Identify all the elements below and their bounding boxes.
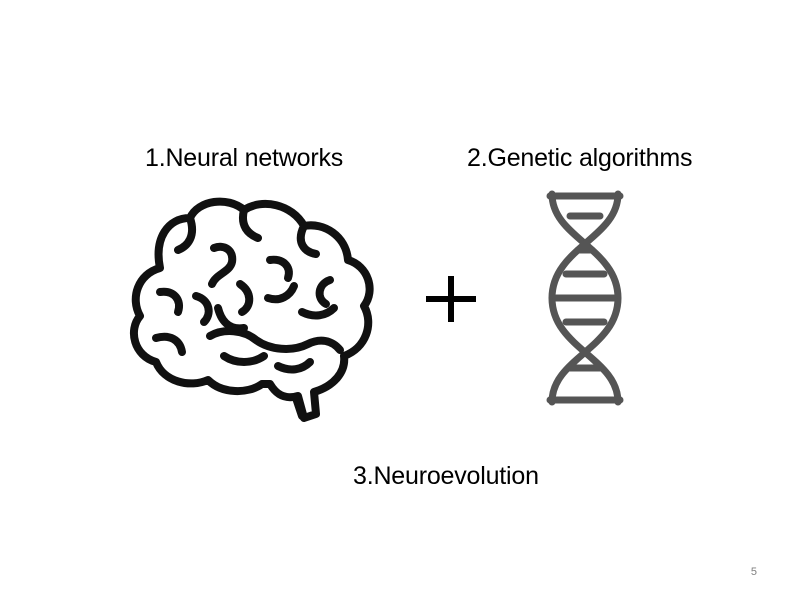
plus-icon [426, 276, 476, 322]
brain-icon [129, 197, 374, 422]
neural-networks-label: 1.Neural networks [145, 144, 344, 172]
genetic-algorithms-label: 2.Genetic algorithms [467, 144, 693, 172]
dna-icon [546, 190, 624, 406]
page-number: 5 [750, 566, 757, 578]
neuroevolution-label: 3.Neuroevolution [353, 462, 539, 490]
